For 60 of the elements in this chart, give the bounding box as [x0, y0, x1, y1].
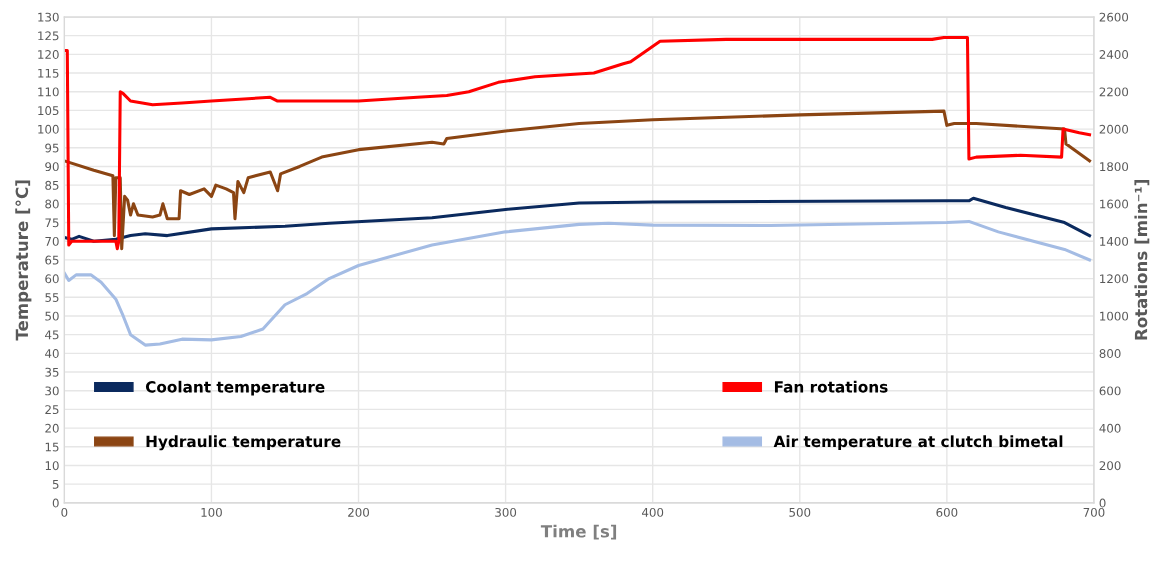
x-axis-title: Time [s] — [540, 524, 617, 540]
x-tick-label: 0 — [61, 507, 68, 517]
y-tick-label: 55 — [45, 293, 59, 302]
y-tick-label: 75 — [45, 218, 59, 228]
y-tick-label: 125 — [38, 31, 59, 41]
y2-tick-label: 1200 — [1100, 274, 1129, 284]
y2-tick-label: 2000 — [1099, 124, 1129, 134]
line-series — [64, 35, 1092, 251]
y-tick-label: 0 — [52, 498, 59, 508]
legend-label: Air temperature at clutch bimetal — [773, 435, 1063, 451]
y-tick-label: 35 — [45, 367, 59, 377]
y-tick-label: 45 — [45, 330, 59, 340]
y-tick-label: 115 — [38, 68, 59, 78]
x-tick-label: 400 — [642, 507, 664, 517]
y-tick-label: 15 — [45, 442, 59, 452]
x-tick-label: 700 — [1083, 507, 1105, 517]
x-tick-label: 600 — [936, 507, 958, 517]
y-tick-label: 50 — [45, 311, 59, 321]
y-tick-label: 85 — [45, 180, 59, 190]
y2-tick-label: 2200 — [1099, 87, 1129, 97]
y2-tick-label: 600 — [1099, 386, 1121, 396]
y2-tick-label: 200 — [1099, 461, 1121, 471]
y2-tick-label: 2600 — [1099, 12, 1129, 22]
y-axis-title: Temperature [°C] — [15, 180, 32, 341]
y-tick-label: 65 — [45, 255, 59, 265]
y-tick-label: 25 — [45, 405, 59, 415]
y2-tick-label: 2400 — [1099, 50, 1129, 59]
y-tick-label: 110 — [38, 87, 59, 97]
y-tick-label: 5 — [52, 480, 59, 489]
y2-axis-title: Rotations [min⁻¹] — [1134, 180, 1150, 340]
y-tick-label: 10 — [45, 461, 59, 471]
y-tick-label: 80 — [45, 199, 59, 209]
y2-tick-label: 1000 — [1100, 311, 1129, 321]
line-series — [64, 219, 1092, 347]
y-tick-label: 120 — [38, 50, 59, 59]
x-tick-label: 200 — [348, 507, 369, 517]
line-series — [64, 109, 1092, 251]
legend-label: Hydraulic temperature — [146, 435, 341, 451]
y-tick-label: 90 — [45, 162, 59, 172]
y2-tick-label: 1400 — [1100, 236, 1129, 246]
y-tick-label: 105 — [38, 106, 59, 116]
legend-label: Fan rotations — [774, 380, 888, 393]
y2-tick-label: 800 — [1099, 349, 1121, 358]
y-tick-label: 70 — [45, 236, 59, 246]
y2-tick-label: 1800 — [1100, 162, 1129, 172]
y2-tick-label: 1600 — [1100, 199, 1129, 209]
y-tick-label: 20 — [45, 423, 59, 433]
line-series — [64, 196, 1092, 243]
y-tick-label: 100 — [38, 124, 59, 134]
y2-tick-label: 0 — [1099, 498, 1106, 508]
y-tick-label: 130 — [38, 12, 59, 22]
y-tick-label: 30 — [45, 386, 59, 396]
y2-tick-label: 400 — [1099, 423, 1121, 433]
x-tick-label: 500 — [789, 507, 811, 517]
y-tick-label: 95 — [45, 143, 59, 153]
x-tick-label: 100 — [201, 507, 222, 517]
y-tick-label: 60 — [45, 274, 59, 284]
y-tick-label: 40 — [45, 349, 59, 358]
legend-label: Coolant temperature — [145, 380, 325, 396]
x-tick-label: 300 — [495, 507, 517, 517]
